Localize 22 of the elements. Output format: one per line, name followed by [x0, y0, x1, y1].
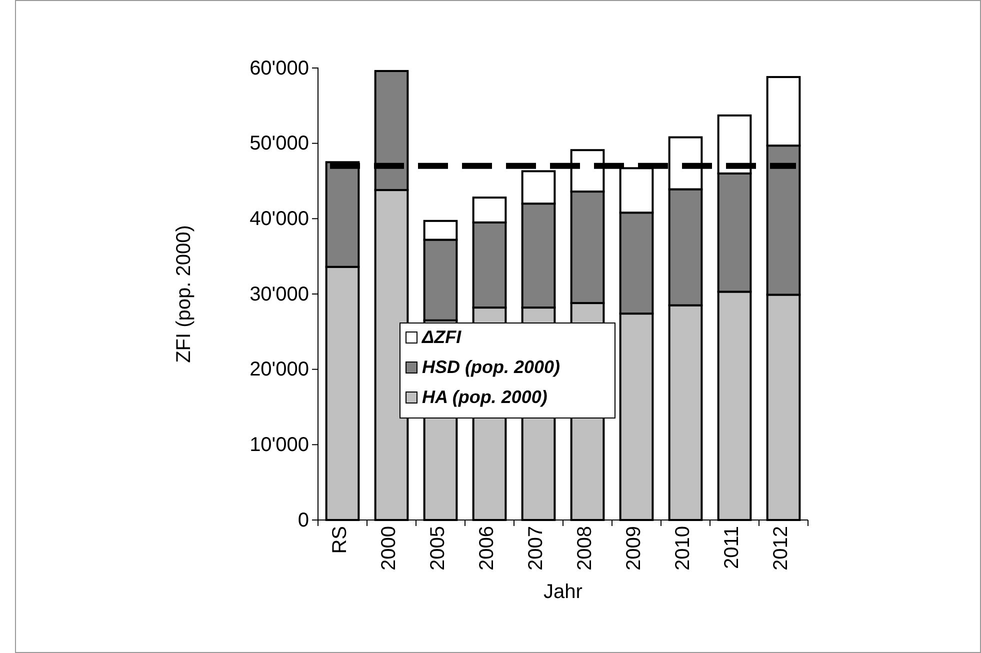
y-tick-label: 40'000 — [250, 208, 309, 230]
x-tick-label: 2006 — [476, 526, 498, 570]
x-tick-label: 2011 — [720, 526, 743, 570]
legend-label: HSD (pop. 2000) — [422, 357, 560, 377]
y-tick-label: 20'000 — [250, 358, 309, 381]
y-tick-label: 10'000 — [250, 434, 309, 456]
x-tick-label: 2009 — [622, 526, 645, 570]
x-tick-label: 2010 — [672, 526, 694, 570]
legend-label: HA (pop. 2000) — [422, 387, 548, 407]
y-tick-label: 0 — [298, 509, 309, 532]
x-tick-label: 2000 — [378, 526, 400, 570]
x-tick-label: 2007 — [524, 526, 547, 570]
y-tick-label: 60'000 — [250, 57, 309, 80]
x-tick-label: 2005 — [426, 526, 449, 570]
x-tick-label: RS — [328, 526, 351, 554]
x-tick-label: 2012 — [770, 526, 792, 570]
x-axis-title: Jahr — [544, 581, 583, 603]
y-tick-label: 30'000 — [250, 283, 309, 306]
legend-label: ΔZFI — [421, 327, 462, 347]
y-axis-title: ZFI (pop. 2000) — [173, 225, 195, 363]
y-tick-label: 50'000 — [250, 132, 309, 155]
x-tick-label: 2008 — [574, 526, 596, 570]
